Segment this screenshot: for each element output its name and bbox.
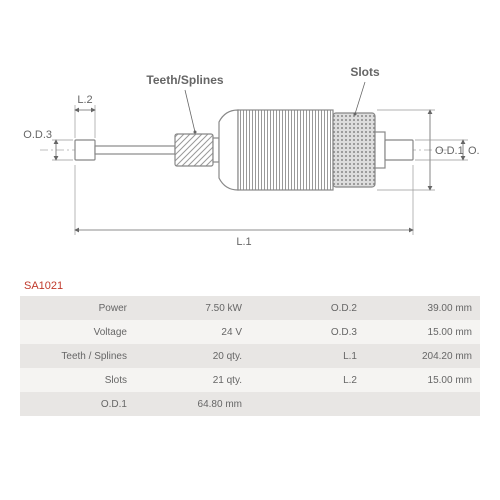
spec-label-right: O.D.3	[250, 320, 365, 344]
spec-label-left: O.D.1	[20, 392, 135, 416]
spec-section: SA1021 Power7.50 kWO.D.239.00 mmVoltage2…	[20, 280, 480, 416]
spec-value-left: 20 qty.	[135, 344, 250, 368]
callout-teeth-splines: Teeth/Splines	[146, 73, 223, 87]
spec-table: Power7.50 kWO.D.239.00 mmVoltage24 VO.D.…	[20, 296, 480, 416]
technical-drawing: L.2 O.D.3 Teeth/Splines Slots L.1 O.D.1	[20, 10, 480, 270]
spec-label-left: Voltage	[20, 320, 135, 344]
dim-od3-label: O.D.3	[23, 129, 52, 141]
spec-value-right	[365, 392, 480, 416]
dim-l2-label: L.2	[77, 94, 92, 106]
spec-label-left: Power	[20, 296, 135, 320]
spec-value-right: 204.20 mm	[365, 344, 480, 368]
spec-value-left: 24 V	[135, 320, 250, 344]
spec-value-left: 64.80 mm	[135, 392, 250, 416]
dim-l1-label: L.1	[236, 236, 251, 248]
spec-label-right	[250, 392, 365, 416]
part-number: SA1021	[20, 280, 480, 292]
spec-value-left: 7.50 kW	[135, 296, 250, 320]
spec-label-left: Teeth / Splines	[20, 344, 135, 368]
spec-row: Slots21 qty.L.215.00 mm	[20, 368, 480, 392]
spec-row: Teeth / Splines20 qty.L.1204.20 mm	[20, 344, 480, 368]
dim-od2-label: O.D.2	[468, 145, 480, 157]
spec-value-right: 39.00 mm	[365, 296, 480, 320]
dim-od1-label: O.D.1	[435, 145, 464, 157]
spec-row: Voltage24 VO.D.315.00 mm	[20, 320, 480, 344]
spec-value-right: 15.00 mm	[365, 368, 480, 392]
spec-value-left: 21 qty.	[135, 368, 250, 392]
spec-label-left: Slots	[20, 368, 135, 392]
spec-label-right: L.1	[250, 344, 365, 368]
armature-diagram-svg: L.2 O.D.3 Teeth/Splines Slots L.1 O.D.1	[20, 10, 480, 270]
callout-slots: Slots	[350, 65, 380, 79]
spec-row: O.D.164.80 mm	[20, 392, 480, 416]
spec-label-right: O.D.2	[250, 296, 365, 320]
spec-label-right: L.2	[250, 368, 365, 392]
spec-value-right: 15.00 mm	[365, 320, 480, 344]
spec-row: Power7.50 kWO.D.239.00 mm	[20, 296, 480, 320]
figure-container: L.2 O.D.3 Teeth/Splines Slots L.1 O.D.1	[0, 0, 500, 500]
